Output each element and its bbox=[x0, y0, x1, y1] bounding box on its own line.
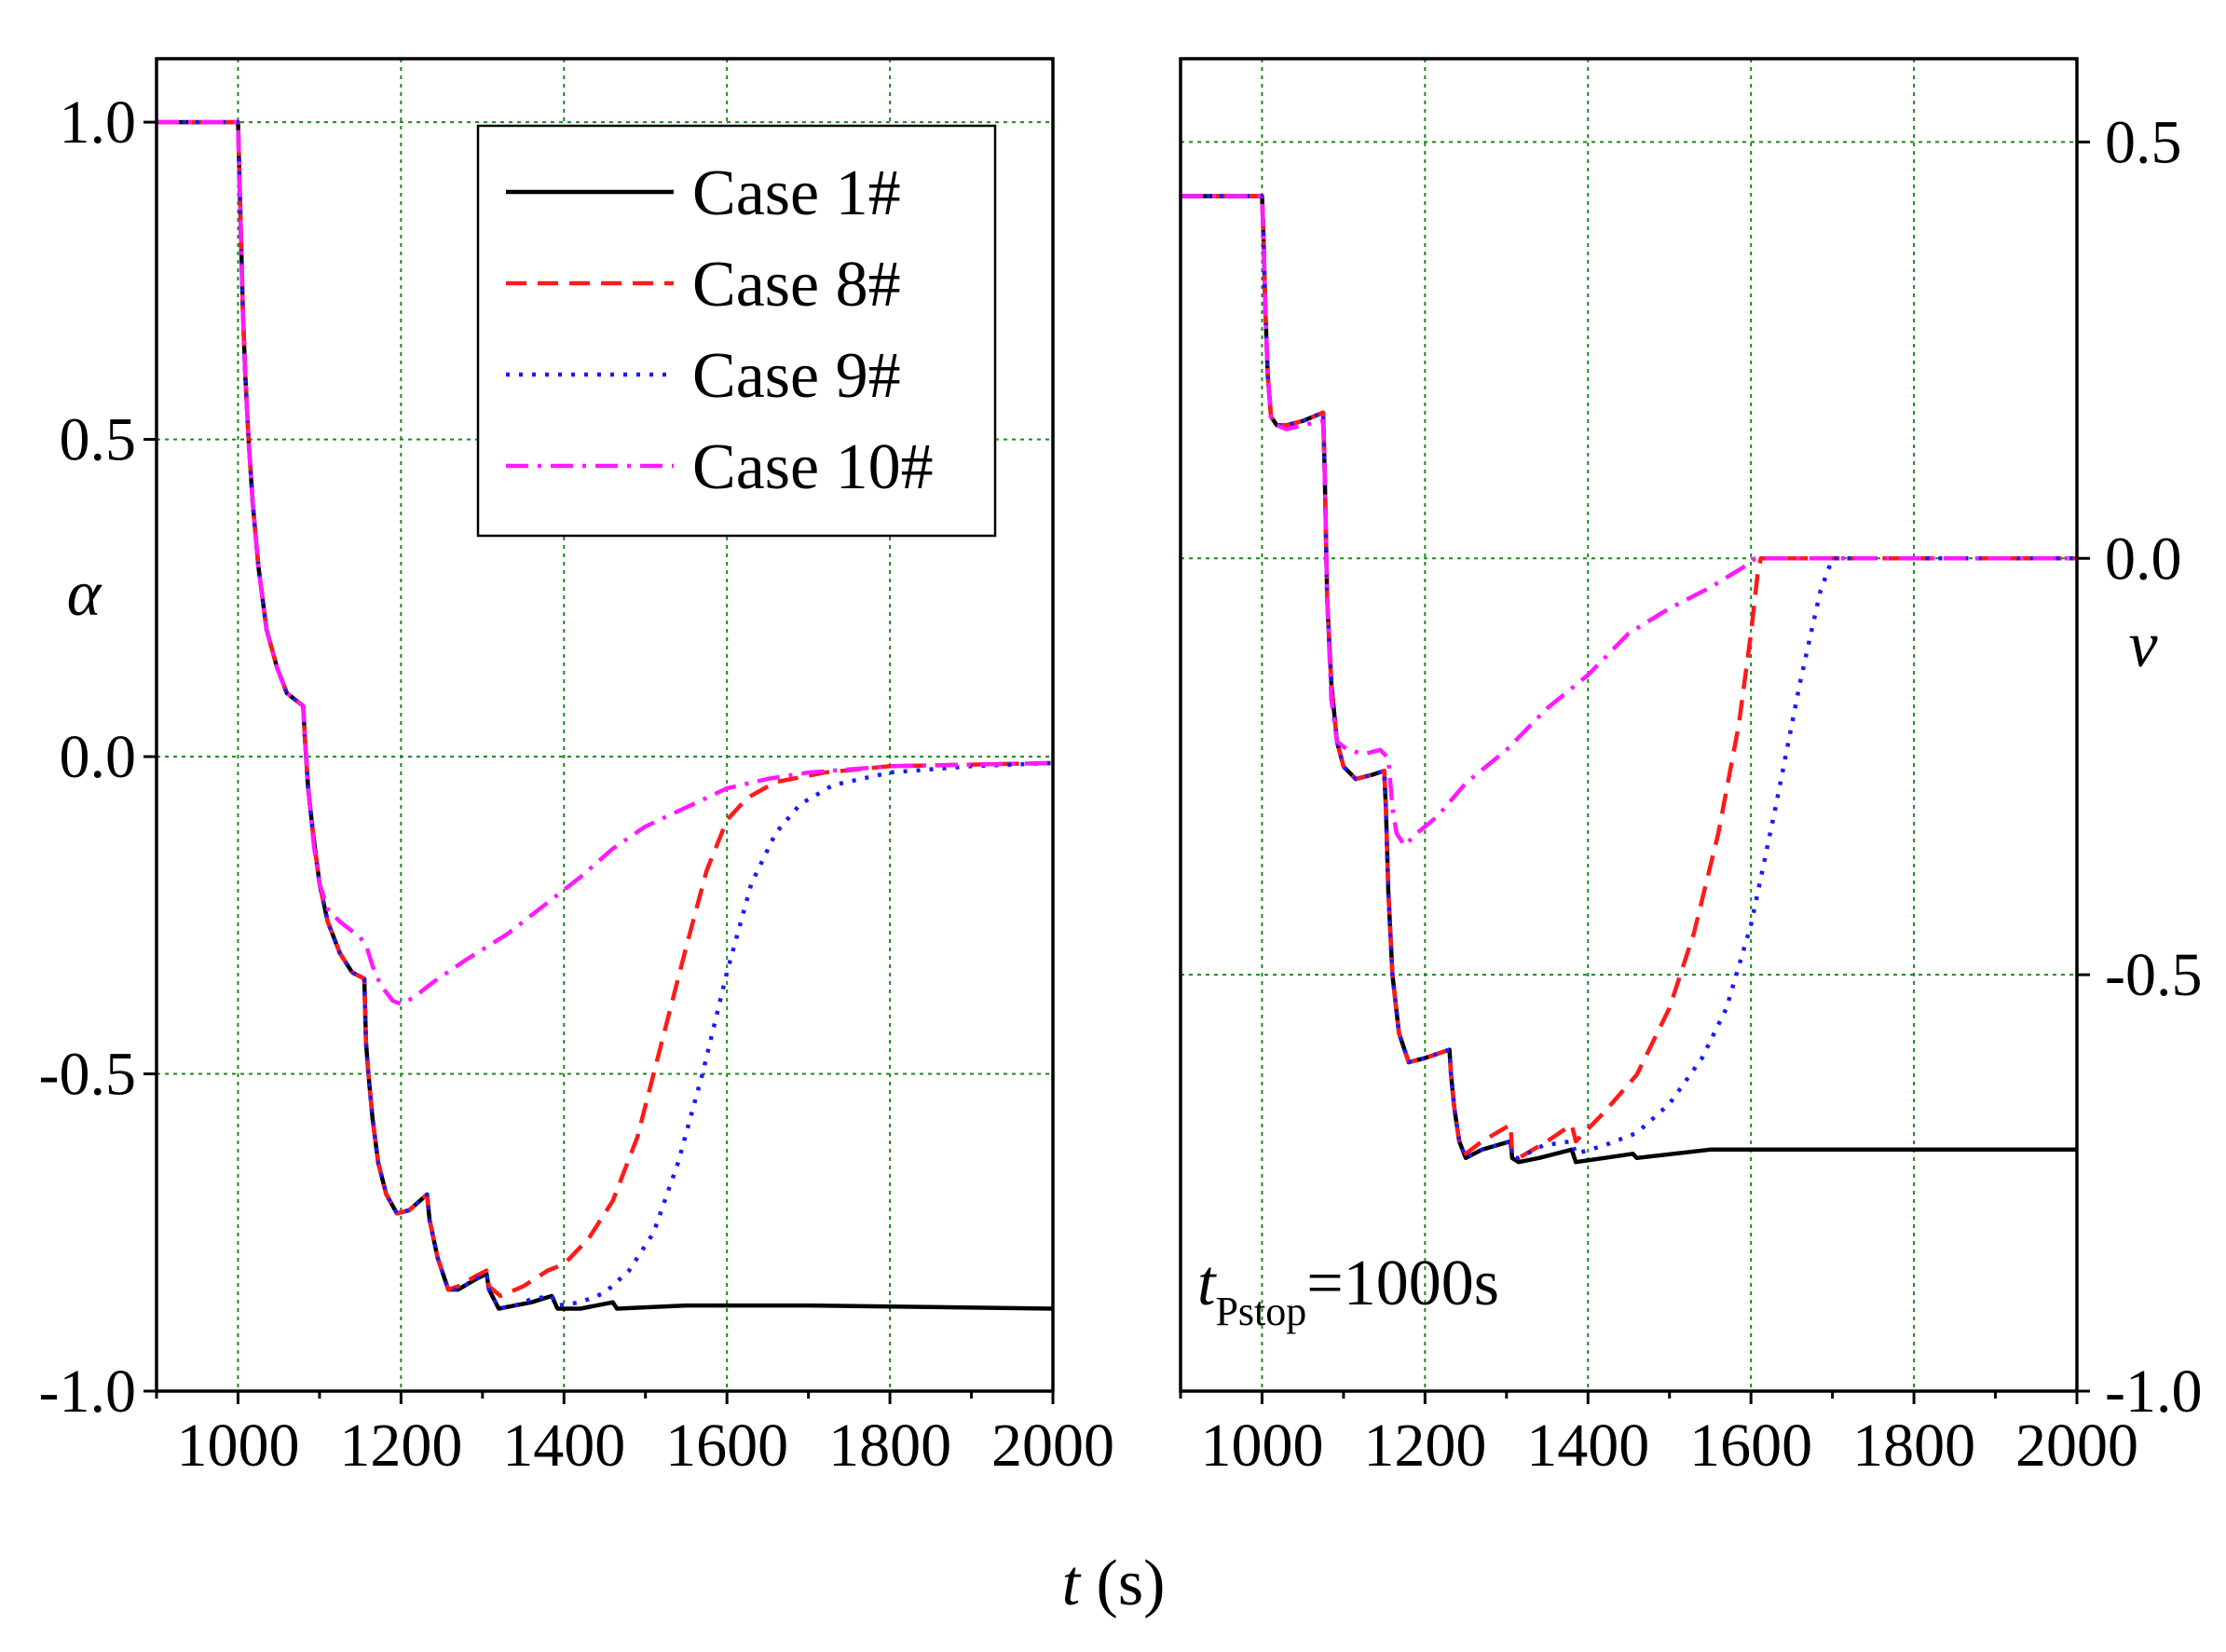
left-x-tick-label-1000: 1000 bbox=[176, 1412, 299, 1480]
right-x-tick-label-1200: 1200 bbox=[1363, 1412, 1486, 1480]
legend-label-3: Case 9# bbox=[692, 340, 901, 412]
right-x-tick-label-1800: 1800 bbox=[1852, 1412, 1975, 1480]
left-y-tick-label-0: 1.0 bbox=[60, 89, 137, 157]
legend-label-1: Case 1# bbox=[692, 157, 901, 229]
legend: Case 1# Case 8# Case 9# Case 10# bbox=[476, 124, 997, 538]
left-series-line-2 bbox=[157, 119, 1054, 1299]
left-series-group bbox=[157, 119, 1054, 1311]
right-series-line-4 bbox=[1181, 194, 2077, 848]
left-x-tick-labels: 1000 1200 1400 1600 1800 2000 bbox=[176, 1412, 1114, 1480]
left-x-tick-label-1200: 1200 bbox=[339, 1412, 462, 1480]
left-y-tick-label-3: -0.5 bbox=[39, 1041, 136, 1109]
pstop-annotation-sub: Pstop bbox=[1215, 1289, 1306, 1334]
left-panel: 1000 1200 1400 1600 1800 2000 1.0 0.5 0.0 -0.5 -1… bbox=[39, 57, 1114, 1480]
right-x-tick-label-1600: 1600 bbox=[1689, 1412, 1812, 1480]
pstop-annotation-main: t bbox=[1197, 1248, 1217, 1319]
pstop-annotation: tPstop=1000s bbox=[1197, 1248, 1499, 1334]
x-axis-title-main: t bbox=[1062, 1548, 1082, 1619]
right-y-tick-label-2: -0.5 bbox=[2105, 941, 2202, 1009]
left-plot-frame bbox=[155, 57, 1055, 1393]
left-x-tick-label-1800: 1800 bbox=[828, 1412, 951, 1480]
right-y-tick-labels: 0.5 0.0 -0.5 -1.0 bbox=[2105, 108, 2202, 1426]
right-panel: 1000 1200 1400 1600 1800 2000 0.50.0-0.5-1.0 … bbox=[1179, 57, 2202, 1480]
left-x-tick-label-2000: 2000 bbox=[991, 1412, 1114, 1480]
left-y-tick-label-4: -1.0 bbox=[39, 1358, 136, 1426]
left-x-tick-label-1400: 1400 bbox=[502, 1412, 625, 1480]
pstop-annotation-tail: =1000s bbox=[1306, 1248, 1499, 1319]
right-grid bbox=[1181, 59, 2077, 1391]
right-x-tick-label-1400: 1400 bbox=[1526, 1412, 1649, 1480]
right-series-line-2 bbox=[1181, 194, 2077, 1161]
right-plot-frame bbox=[1179, 57, 2079, 1393]
left-series-line-4 bbox=[157, 119, 1054, 1006]
right-series-group bbox=[1181, 194, 2077, 1165]
legend-label-2: Case 8# bbox=[692, 249, 901, 321]
left-ticks bbox=[143, 120, 1055, 1404]
right-y-tick-label-1: 0.0 bbox=[2105, 525, 2182, 593]
right-y-axis-title: v bbox=[2128, 609, 2158, 681]
legend-label-4: Case 10# bbox=[692, 431, 934, 503]
right-x-tick-labels: 1000 1200 1400 1600 1800 2000 bbox=[1200, 1412, 2138, 1480]
left-y-tick-label-1: 0.5 bbox=[60, 406, 137, 474]
x-axis-title: t (s) bbox=[1062, 1548, 1166, 1619]
left-y-axis-title: α bbox=[67, 558, 102, 630]
right-x-tick-label-2000: 2000 bbox=[2015, 1412, 2138, 1480]
right-y-tick-label-0: 0.5 bbox=[2105, 108, 2182, 176]
left-y-tick-labels: 1.0 0.5 0.0 -0.5 -1.0 bbox=[39, 89, 136, 1426]
right-series-line-3 bbox=[1181, 194, 2077, 1161]
legend-rows: Case 1# Case 8# Case 9# Case 10# bbox=[506, 157, 934, 503]
left-y-tick-label-2: 0.0 bbox=[60, 723, 137, 791]
right-x-tick-label-1000: 1000 bbox=[1200, 1412, 1323, 1480]
right-y-tick-label-3: -1.0 bbox=[2105, 1358, 2202, 1426]
x-axis-title-unit: (s) bbox=[1080, 1548, 1165, 1619]
left-x-tick-label-1600: 1600 bbox=[665, 1412, 788, 1480]
